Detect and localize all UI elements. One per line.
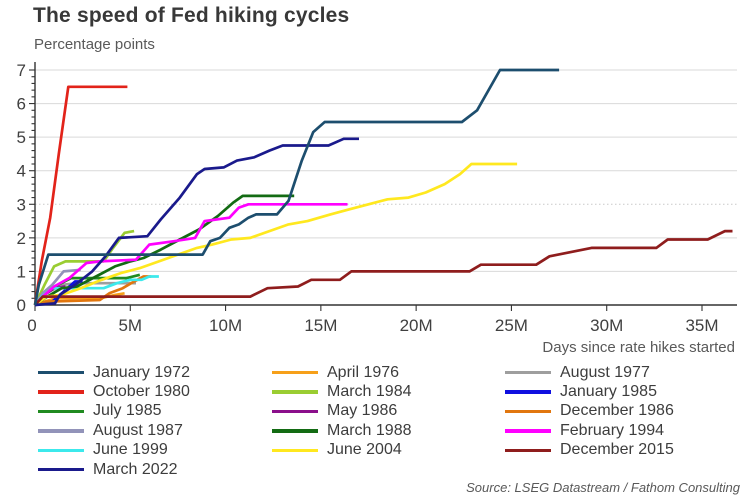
- legend-color-swatch: [505, 448, 551, 452]
- legend-label: July 1985: [93, 402, 162, 420]
- legend-item-july-1985: July 1985: [38, 402, 190, 421]
- legend-label: March 1984: [327, 383, 412, 401]
- chart-subtitle: Percentage points: [34, 36, 155, 53]
- legend-color-swatch: [505, 371, 551, 375]
- legend-color-swatch: [38, 390, 84, 394]
- legend-column-3: August 1977 January 1985 December 1986 Febr…: [505, 363, 674, 460]
- legend-label: August 1977: [560, 363, 650, 381]
- y-tick-label: 6: [17, 95, 26, 114]
- x-tick-label: 20M: [400, 316, 433, 335]
- legend-color-swatch: [38, 429, 84, 433]
- y-tick-label: 7: [17, 61, 26, 80]
- legend-item-march-1984: March 1984: [272, 382, 412, 401]
- legend-item-march-1988: March 1988: [272, 421, 412, 440]
- x-tick-label: 0: [27, 316, 36, 335]
- legend-label: August 1987: [93, 421, 183, 439]
- legend-color-swatch: [272, 409, 318, 414]
- legend-item-january-1972: January 1972: [38, 363, 190, 382]
- legend-item-january-1985: January 1985: [505, 382, 674, 401]
- legend-color-swatch: [272, 390, 318, 394]
- x-tick-label: 35M: [685, 316, 718, 335]
- series-line-march-2022: [34, 137, 359, 307]
- legend-color-swatch: [272, 448, 318, 452]
- legend-label: January 1985: [560, 383, 657, 401]
- series-line-march-1984: [33, 229, 135, 306]
- x-axis-label: Days since rate hikes started: [542, 339, 735, 356]
- x-tick-label: 10M: [209, 316, 242, 335]
- series-line-february-1994: [33, 202, 348, 306]
- legend-color-swatch: [38, 448, 84, 452]
- legend-item-august-1987: August 1987: [38, 421, 190, 440]
- y-tick-label: 1: [17, 262, 26, 281]
- series-line-june-2004: [34, 162, 518, 307]
- legend-color-swatch: [505, 409, 551, 414]
- series-line-march-1988: [34, 194, 295, 307]
- legend-color-swatch: [505, 390, 551, 394]
- legend-label: January 1972: [93, 363, 190, 381]
- series-line-january-1972: [33, 68, 560, 306]
- legend-label: December 1986: [560, 402, 674, 420]
- legend-item-december-1986: December 1986: [505, 402, 674, 421]
- legend-label: April 1976: [327, 363, 400, 381]
- legend-label: May 1986: [327, 402, 398, 420]
- legend-item-march-2022: March 2022: [38, 460, 190, 479]
- legend-label: June 1999: [93, 441, 168, 459]
- legend-column-2: April 1976 March 1984 May 1986 March 1988 Ju…: [272, 363, 412, 460]
- legend-item-february-1994: February 1994: [505, 421, 674, 440]
- legend-item-june-1999: June 1999: [38, 441, 190, 460]
- x-tick-label: 5M: [118, 316, 142, 335]
- legend-color-swatch: [38, 371, 84, 375]
- legend-label: October 1980: [93, 383, 190, 401]
- legend-item-october-1980: October 1980: [38, 382, 190, 401]
- legend-color-swatch: [505, 429, 551, 433]
- legend-column-1: January 1972 October 1980 July 1985 August …: [38, 363, 190, 479]
- legend-item-december-2015: December 2015: [505, 441, 674, 460]
- y-tick-label: 2: [17, 229, 26, 248]
- source-note: Source: LSEG Datastream / Fathom Consult…: [466, 480, 740, 495]
- series-line-october-1980: [33, 85, 128, 306]
- x-tick-label: 25M: [495, 316, 528, 335]
- legend-item-august-1977: August 1977: [505, 363, 674, 382]
- x-tick-label: 30M: [590, 316, 623, 335]
- legend-color-swatch: [38, 409, 84, 414]
- legend-color-swatch: [272, 429, 318, 433]
- y-tick-label: 3: [17, 195, 26, 214]
- legend-label: December 2015: [560, 441, 674, 459]
- y-tick-label: 5: [17, 128, 26, 147]
- legend-label: March 2022: [93, 460, 178, 478]
- legend-color-swatch: [272, 371, 318, 375]
- y-tick-label: 4: [17, 162, 26, 181]
- y-tick-label: 0: [17, 296, 26, 315]
- legend-label: March 1988: [327, 421, 412, 439]
- legend-color-swatch: [38, 467, 84, 472]
- legend-item-april-1976: April 1976: [272, 363, 412, 382]
- legend-item-may-1986: May 1986: [272, 402, 412, 421]
- series-line-december-2015: [33, 229, 733, 306]
- chart-title: The speed of Fed hiking cycles: [33, 4, 350, 27]
- legend-item-june-2004: June 2004: [272, 441, 412, 460]
- x-tick-label: 15M: [304, 316, 337, 335]
- legend-label: February 1994: [560, 421, 665, 439]
- legend-label: June 2004: [327, 441, 402, 459]
